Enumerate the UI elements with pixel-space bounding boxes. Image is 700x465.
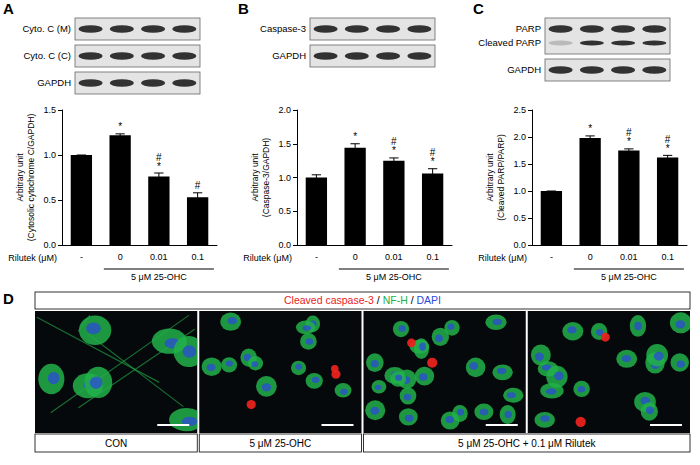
svg-text:(Cleaved PARP/PARP): (Cleaved PARP/PARP): [496, 134, 506, 221]
svg-text:1.0: 1.0: [513, 186, 526, 196]
svg-text:PARP: PARP: [516, 23, 541, 34]
svg-text:5 μM 25-OHC: 5 μM 25-OHC: [601, 272, 657, 282]
svg-text:5 μM 25-OHC: 5 μM 25-OHC: [366, 272, 422, 282]
svg-text:*: *: [588, 123, 592, 134]
svg-text:D: D: [3, 290, 14, 307]
svg-text:*: *: [157, 161, 161, 172]
svg-text:Arbitrary unit: Arbitrary unit: [250, 153, 260, 202]
svg-text:Rilutek (μM): Rilutek (μM): [478, 253, 527, 263]
svg-text:0.01: 0.01: [620, 252, 638, 262]
svg-text:1.0: 1.0: [43, 150, 56, 160]
svg-text:1.5: 1.5: [43, 105, 56, 115]
svg-text:0.5: 0.5: [513, 213, 526, 223]
svg-text:*: *: [353, 131, 357, 142]
svg-text:C: C: [473, 0, 484, 17]
svg-text:-: -: [550, 252, 553, 262]
svg-text:0.5: 0.5: [43, 195, 56, 205]
svg-text:A: A: [3, 0, 14, 17]
svg-text:Rilutek (μM): Rilutek (μM): [8, 253, 57, 263]
svg-text:*: *: [118, 121, 122, 132]
svg-text:Rilutek (μM): Rilutek (μM): [243, 253, 292, 263]
svg-text:1.5: 1.5: [513, 159, 526, 169]
svg-text:*: *: [627, 136, 631, 147]
svg-text:Cleaved caspase-3 / NF-H / DAP: Cleaved caspase-3 / NF-H / DAPI: [284, 294, 441, 306]
svg-text:(Cytosolic cytochrome C/GAPDH): (Cytosolic cytochrome C/GAPDH): [26, 114, 36, 242]
svg-text:B: B: [238, 0, 249, 17]
svg-text:-: -: [80, 252, 83, 262]
svg-text:Caspase-3: Caspase-3: [260, 23, 306, 34]
svg-text:Cleaved PARP: Cleaved PARP: [478, 37, 541, 48]
svg-text:*: *: [431, 156, 435, 167]
svg-text:5 μM 25-OHC: 5 μM 25-OHC: [249, 438, 311, 449]
svg-text:Cyto. C (M): Cyto. C (M): [22, 23, 71, 34]
svg-text:0.1: 0.1: [661, 252, 674, 262]
svg-text:0.0: 0.0: [43, 240, 56, 250]
svg-text:0.01: 0.01: [150, 252, 168, 262]
svg-text:1.0: 1.0: [278, 173, 291, 183]
svg-text:GAPDH: GAPDH: [507, 64, 541, 75]
svg-text:Cyto. C (C): Cyto. C (C): [24, 50, 72, 61]
svg-text:*: *: [392, 145, 396, 156]
svg-text:0: 0: [118, 252, 123, 262]
svg-text:Arbitrary unit: Arbitrary unit: [15, 153, 25, 202]
svg-text:5 μM 25-OHC: 5 μM 25-OHC: [131, 272, 187, 282]
svg-text:0.0: 0.0: [278, 240, 291, 250]
svg-text:0.0: 0.0: [513, 240, 526, 250]
svg-text:2.0: 2.0: [278, 105, 291, 115]
svg-text:GAPDH: GAPDH: [272, 50, 306, 61]
svg-text:-: -: [315, 252, 318, 262]
svg-text:1.5: 1.5: [278, 139, 291, 149]
svg-text:#: #: [195, 180, 201, 191]
svg-text:2.5: 2.5: [513, 105, 526, 115]
svg-text:0: 0: [353, 252, 358, 262]
svg-text:5 μM 25-OHC + 0.1 μM Rilutek: 5 μM 25-OHC + 0.1 μM Rilutek: [458, 438, 596, 449]
svg-text:0.01: 0.01: [385, 252, 403, 262]
svg-text:0.1: 0.1: [426, 252, 439, 262]
svg-text:2.0: 2.0: [513, 132, 526, 142]
svg-text:0.1: 0.1: [191, 252, 204, 262]
svg-text:*: *: [666, 143, 670, 154]
svg-text:Arbitrary unit: Arbitrary unit: [485, 153, 495, 202]
svg-text:0: 0: [588, 252, 593, 262]
svg-text:0.5: 0.5: [278, 206, 291, 216]
svg-text:(Caspase-3/GAPDH): (Caspase-3/GAPDH): [261, 138, 271, 218]
svg-text:CON: CON: [105, 438, 127, 449]
svg-text:GAPDH: GAPDH: [37, 77, 71, 88]
